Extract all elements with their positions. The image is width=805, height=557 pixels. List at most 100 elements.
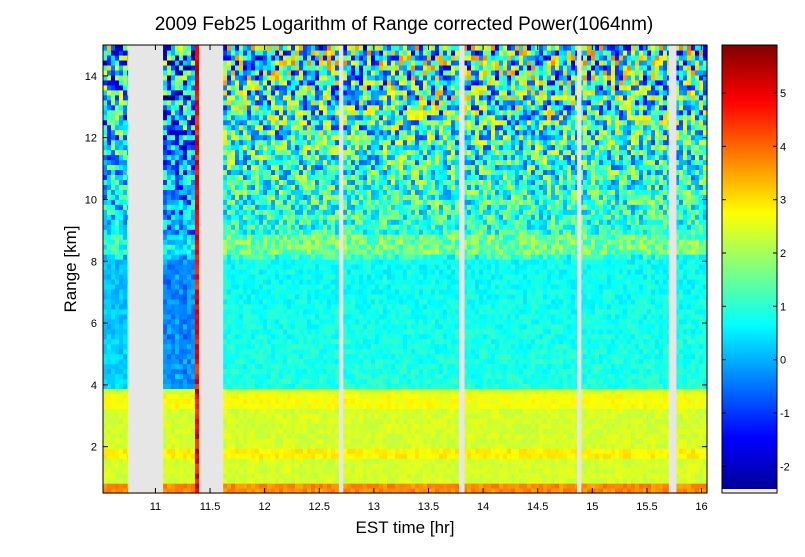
- heatmap-cell: [171, 84, 176, 91]
- heatmap-cell: [119, 428, 124, 434]
- heatmap-cell: [171, 179, 176, 185]
- heatmap-cell: [243, 488, 248, 494]
- heatmap-cell: [251, 199, 256, 205]
- heatmap-cell: [179, 408, 184, 414]
- heatmap-cell: [243, 338, 248, 345]
- heatmap-cell: [271, 154, 276, 161]
- heatmap-cell: [183, 463, 188, 469]
- heatmap-cell: [255, 343, 260, 350]
- heatmap-cell: [315, 234, 320, 240]
- heatmap-cell: [187, 234, 192, 240]
- heatmap-cell: [283, 393, 288, 400]
- heatmap-cell: [195, 388, 200, 395]
- heatmap-cell: [103, 468, 108, 474]
- heatmap-cell: [311, 244, 316, 250]
- heatmap-cell: [119, 234, 124, 240]
- heatmap-cell: [191, 84, 196, 91]
- heatmap-cell: [315, 204, 320, 210]
- heatmap-cell: [315, 298, 320, 305]
- heatmap-cell: [235, 328, 240, 335]
- heatmap-cell: [235, 69, 240, 76]
- heatmap-cell: [171, 318, 176, 325]
- heatmap-cell: [123, 254, 128, 260]
- heatmap-cell: [183, 348, 188, 355]
- heatmap-cell: [243, 363, 248, 370]
- heatmap-cell: [271, 343, 276, 350]
- heatmap-cell: [275, 328, 280, 335]
- heatmap-cell: [287, 254, 292, 260]
- heatmap-cell: [119, 313, 124, 320]
- heatmap-cell: [183, 179, 188, 185]
- heatmap-cell: [247, 433, 252, 439]
- heatmap-cell: [223, 303, 228, 310]
- heatmap-cell: [231, 323, 236, 330]
- heatmap-cell: [227, 129, 232, 136]
- heatmap-cell: [251, 84, 256, 91]
- heatmap-cell: [275, 278, 280, 285]
- heatmap-cell: [279, 169, 284, 176]
- heatmap-cell: [115, 383, 120, 390]
- heatmap-cell: [231, 114, 236, 121]
- heatmap-cell: [255, 353, 260, 360]
- heatmap-cell: [111, 144, 116, 151]
- heatmap-cell: [171, 239, 176, 245]
- heatmap-cell: [235, 239, 240, 245]
- heatmap-cell: [251, 59, 256, 66]
- heatmap-cell: [107, 124, 112, 131]
- heatmap-cell: [239, 333, 244, 340]
- heatmap-cell: [103, 458, 108, 464]
- heatmap-cell: [107, 239, 112, 245]
- heatmap-cell: [187, 413, 192, 419]
- heatmap-cell: [223, 298, 228, 305]
- heatmap-cell: [259, 428, 264, 434]
- heatmap-cell: [287, 199, 292, 205]
- heatmap-cell: [223, 79, 228, 86]
- heatmap-cell: [171, 194, 176, 200]
- heatmap-cell: [291, 244, 296, 250]
- heatmap-cell: [243, 423, 248, 429]
- heatmap-cell: [323, 318, 328, 325]
- heatmap-cell: [223, 174, 228, 180]
- heatmap-cell: [295, 423, 300, 429]
- heatmap-cell: [195, 343, 200, 350]
- heatmap-cell: [171, 368, 176, 375]
- heatmap-cell: [275, 373, 280, 380]
- heatmap-cell: [295, 99, 300, 106]
- heatmap-cell: [111, 488, 116, 494]
- heatmap-cell: [175, 443, 180, 449]
- heatmap-cell: [183, 283, 188, 290]
- heatmap-cell: [295, 189, 300, 195]
- heatmap-cell: [279, 333, 284, 340]
- heatmap-cell: [315, 318, 320, 325]
- heatmap-cell: [251, 244, 256, 250]
- heatmap-cell: [179, 84, 184, 91]
- heatmap-cell: [175, 109, 180, 116]
- heatmap-cell: [227, 308, 232, 315]
- heatmap-cell: [295, 478, 300, 484]
- heatmap-cell: [239, 403, 244, 409]
- heatmap-cell: [191, 353, 196, 360]
- heatmap-cell: [163, 49, 168, 56]
- heatmap-cell: [167, 149, 172, 156]
- heatmap-cell: [323, 483, 328, 489]
- heatmap-cell: [247, 239, 252, 245]
- heatmap-cell: [247, 428, 252, 434]
- heatmap-cell: [183, 438, 188, 444]
- heatmap-cell: [187, 333, 192, 340]
- heatmap-cell: [315, 144, 320, 151]
- heatmap-cell: [163, 119, 168, 126]
- heatmap-cell: [123, 348, 128, 355]
- heatmap-cell: [283, 139, 288, 146]
- heatmap-cell: [123, 478, 128, 484]
- heatmap-cell: [267, 54, 272, 61]
- heatmap-cell: [119, 288, 124, 295]
- heatmap-cell: [175, 129, 180, 136]
- heatmap-cell: [303, 129, 308, 136]
- heatmap-cell: [263, 433, 268, 439]
- heatmap-cell: [295, 333, 300, 340]
- heatmap-cell: [107, 224, 112, 230]
- heatmap-cell: [179, 363, 184, 370]
- heatmap-cell: [171, 363, 176, 370]
- heatmap-cell: [119, 124, 124, 131]
- heatmap-cell: [167, 358, 172, 365]
